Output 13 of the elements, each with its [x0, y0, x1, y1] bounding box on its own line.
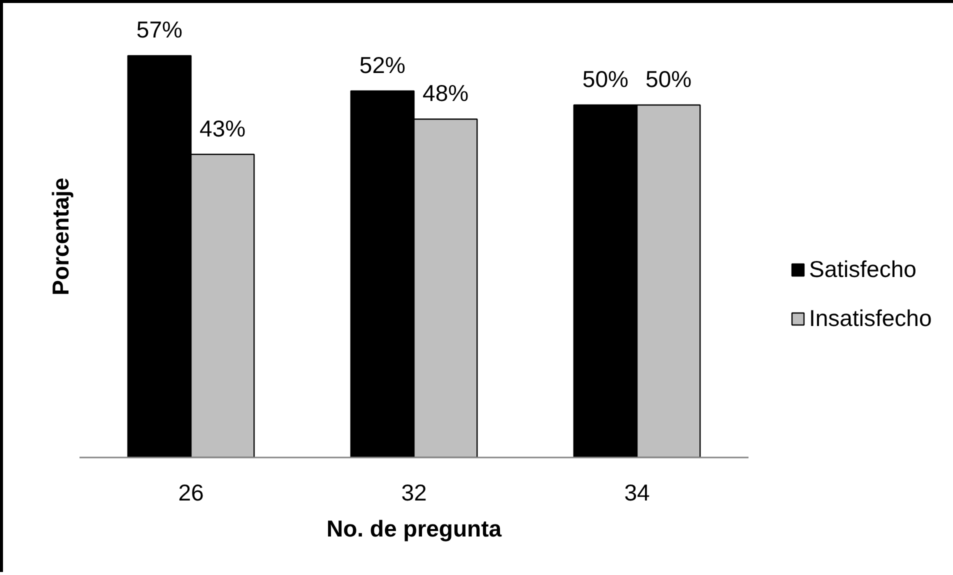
x-tick-label: 34: [624, 480, 650, 506]
data-label: 50%: [582, 66, 628, 92]
data-label: 52%: [359, 52, 406, 78]
legend-label: Satisfecho: [809, 256, 916, 283]
legend-label: Insatisfecho: [809, 305, 932, 332]
y-axis-title: Porcentaje: [48, 178, 74, 296]
data-label: 48%: [422, 80, 469, 106]
x-tick-label: 26: [178, 480, 204, 506]
x-axis-title: No. de pregunta: [326, 516, 502, 542]
x-tick-label: 32: [401, 480, 427, 506]
data-label: 57%: [136, 16, 182, 43]
data-label: 50%: [646, 66, 692, 92]
data-label: 43%: [200, 115, 246, 142]
